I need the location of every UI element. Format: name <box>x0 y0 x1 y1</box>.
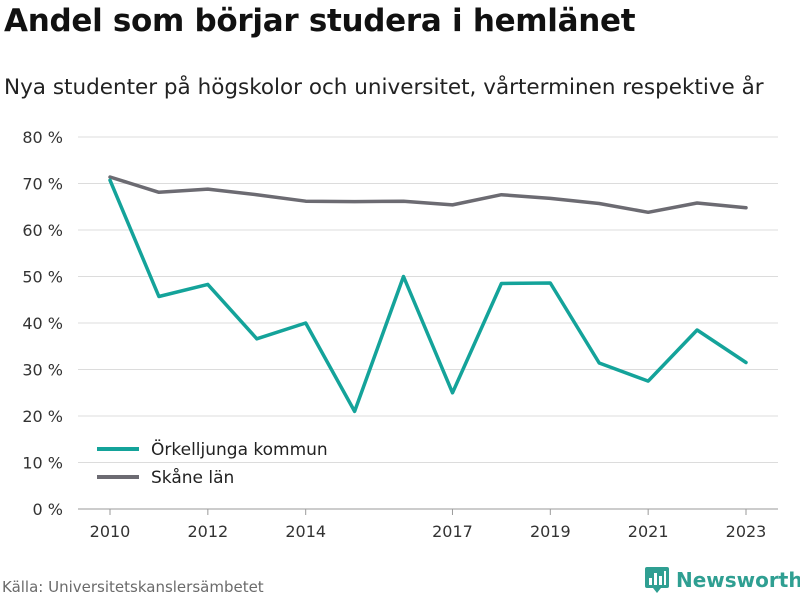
brand-logo: Newsworthy <box>645 567 800 593</box>
legend-label: Skåne län <box>151 467 234 488</box>
series-line-1 <box>108 178 748 414</box>
brand-name: Newsworthy <box>676 568 800 592</box>
y-tick-label: 60 % <box>22 221 63 240</box>
x-tick-label: 2017 <box>432 522 473 541</box>
x-tick-label: 2019 <box>530 522 571 541</box>
y-tick-label: 0 % <box>33 500 63 519</box>
y-tick-label: 10 % <box>22 454 63 473</box>
y-tick-label: 50 % <box>22 268 63 287</box>
x-tick-label: 2010 <box>90 522 131 541</box>
y-tick-label: 80 % <box>22 128 63 147</box>
x-tick-label: 2014 <box>285 522 326 541</box>
y-tick-label: 30 % <box>22 361 63 380</box>
chart-title: Andel som börjar studera i hemlänet <box>4 3 636 39</box>
x-tick-label: 2021 <box>628 522 669 541</box>
y-tick-label: 40 % <box>22 314 63 333</box>
source-note: Källa: Universitetskanslersämbetet <box>2 578 264 596</box>
chart-subtitle: Nya studenter på högskolor och universit… <box>4 75 764 100</box>
series-line-2 <box>108 175 748 215</box>
legend-label: Örkelljunga kommun <box>151 438 328 460</box>
x-tick-label: 2012 <box>187 522 228 541</box>
y-tick-label: 70 % <box>22 175 63 194</box>
y-tick-label: 20 % <box>22 407 63 426</box>
bar-chart-logo-icon <box>645 567 669 593</box>
x-tick-label: 2023 <box>726 522 767 541</box>
